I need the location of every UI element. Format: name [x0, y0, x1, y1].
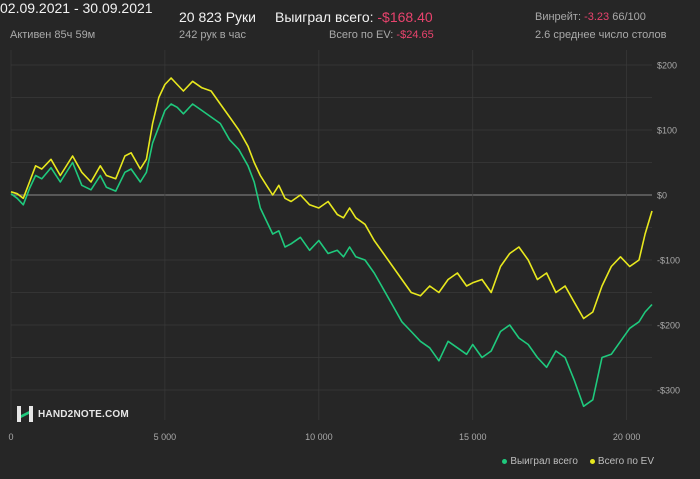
series-line-ev — [10, 77, 653, 320]
y-tick-label: $200 — [657, 61, 677, 71]
winrate: Винрейт: -3.23 66/100 — [535, 11, 646, 23]
legend-item-won[interactable]: Выиграл всего — [502, 456, 578, 467]
y-tick-label: -$200 — [657, 321, 680, 331]
legend-dot-won — [502, 458, 508, 464]
ev-label: Всего по EV: — [329, 29, 394, 41]
winrate-label: Винрейт: — [535, 11, 582, 23]
x-tick-label: 15 000 — [459, 432, 487, 442]
won-label: Выиграл всего: — [275, 9, 374, 25]
avg-tables: 2.6 среднее число столов — [535, 29, 667, 41]
logo-text: HAND2NOTE.COM — [38, 408, 129, 420]
legend-label-won: Выиграл всего — [510, 456, 578, 467]
winrate-value: -3.23 — [584, 11, 610, 23]
x-tick-label: 10 000 — [305, 432, 333, 442]
ev-value: -$24.65 — [396, 29, 434, 41]
won-value: -$168.40 — [377, 9, 433, 25]
y-tick-label: $0 — [657, 191, 667, 201]
active-time: Активен 85ч 59м — [10, 29, 96, 41]
winrate-unit: 66/100 — [612, 11, 646, 23]
hands-count: 20 823 Руки — [179, 9, 256, 25]
legend-dot-ev — [589, 458, 595, 464]
legend-item-ev[interactable]: Всего по EV — [589, 456, 654, 467]
ev-total: Всего по EV: -$24.65 — [329, 29, 434, 41]
legend-label-ev: Всего по EV — [597, 456, 654, 467]
x-tick-label: 20 000 — [613, 432, 641, 442]
hands-per-hour: 242 рук в час — [179, 29, 247, 41]
y-tick-label: $100 — [657, 126, 677, 136]
series-lines — [10, 77, 653, 408]
hand2note-logo-icon — [17, 406, 33, 422]
x-axis-ticks: 0 5 000 10 000 15 000 20 000 — [8, 432, 640, 442]
series-line-won — [10, 103, 653, 408]
x-tick-label: 5 000 — [154, 432, 177, 442]
hand2note-logo: HAND2NOTE.COM — [16, 405, 129, 423]
y-axis-ticks: $200 $100 $0 -$100 -$200 -$300 — [657, 61, 680, 396]
y-tick-label: -$300 — [657, 386, 680, 396]
y-tick-label: -$100 — [657, 256, 680, 266]
date-range: 02.09.2021 - 30.09.2021 — [0, 0, 153, 16]
won-total: Выиграл всего: -$168.40 — [275, 9, 433, 25]
x-tick-label: 0 — [8, 432, 13, 442]
grid — [10, 50, 652, 420]
legend: Выиграл всего Всего по EV — [502, 456, 654, 467]
